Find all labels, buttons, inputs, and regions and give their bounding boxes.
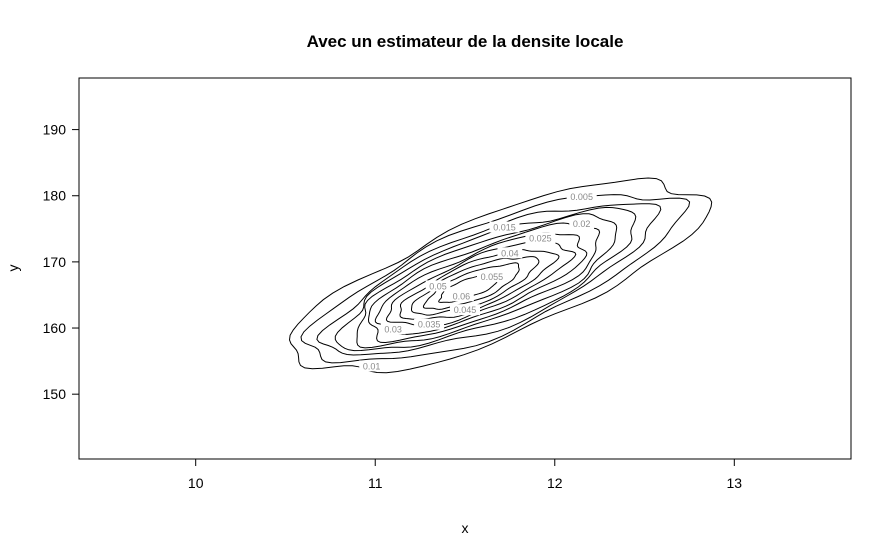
y-tick-label: 170 xyxy=(43,254,67,270)
contour-label: 0.02 xyxy=(573,219,591,229)
contour-label: 0.005 xyxy=(570,192,593,202)
contour-line-0.04 xyxy=(385,240,577,326)
contour-label: 0.03 xyxy=(384,324,402,334)
y-tick-label: 190 xyxy=(43,122,67,138)
contour-label-background xyxy=(450,304,480,316)
y-tick-label: 150 xyxy=(43,386,67,402)
contour-label: 0.055 xyxy=(481,272,504,282)
x-axis-label: x xyxy=(462,520,469,536)
contour-label-background xyxy=(525,232,556,244)
contour-labels: 0.005 0.01 0.015 0.02 0.025 0.03 0.035 0.04 0.04… xyxy=(359,191,597,372)
contour-label-background xyxy=(569,218,595,230)
contour-label-background xyxy=(449,290,474,302)
y-axis-label: y xyxy=(5,265,21,272)
y-tick-label: 160 xyxy=(43,320,67,336)
x-axis: 10 11 12 13 xyxy=(188,458,743,491)
plot-frame xyxy=(78,77,852,460)
x-tick-label: 13 xyxy=(727,475,743,491)
contour-label: 0.01 xyxy=(363,361,381,371)
contour-line-0.02 xyxy=(334,206,637,352)
x-tick-label: 10 xyxy=(188,475,204,491)
contour-line-0.025 xyxy=(356,213,618,349)
contour-line-0.035 xyxy=(374,232,588,335)
contour-label: 0.035 xyxy=(418,320,441,330)
contour-label-background xyxy=(566,191,597,203)
contour-label: 0.05 xyxy=(429,281,447,291)
contour-line-0.055 xyxy=(422,262,520,310)
y-axis: 150 160 170 180 190 xyxy=(43,122,80,402)
x-tick-label: 12 xyxy=(547,475,563,491)
contour-label-background xyxy=(414,318,445,330)
contour-label: 0.025 xyxy=(529,234,552,244)
contour-label: 0.015 xyxy=(493,222,516,232)
contour-label-background xyxy=(497,247,523,259)
contour-label: 0.04 xyxy=(501,248,519,258)
chart-title: Avec un estimateur de la densite locale xyxy=(307,32,624,51)
contour-label-background xyxy=(489,221,520,233)
y-tick-label: 180 xyxy=(43,188,67,204)
contour-label-background xyxy=(359,360,385,372)
contour-line-0.03 xyxy=(367,222,601,344)
contour-label-background xyxy=(380,323,406,335)
x-tick-label: 11 xyxy=(368,475,383,491)
contour-label: 0.06 xyxy=(453,291,471,301)
contour-line-0.05 xyxy=(411,256,540,316)
contour-line-0.015 xyxy=(316,203,662,356)
contour-line-0.005 xyxy=(288,177,713,374)
contour-label-background xyxy=(476,271,507,283)
contour-label: 0.045 xyxy=(454,305,477,315)
contour-label-background xyxy=(425,280,451,292)
